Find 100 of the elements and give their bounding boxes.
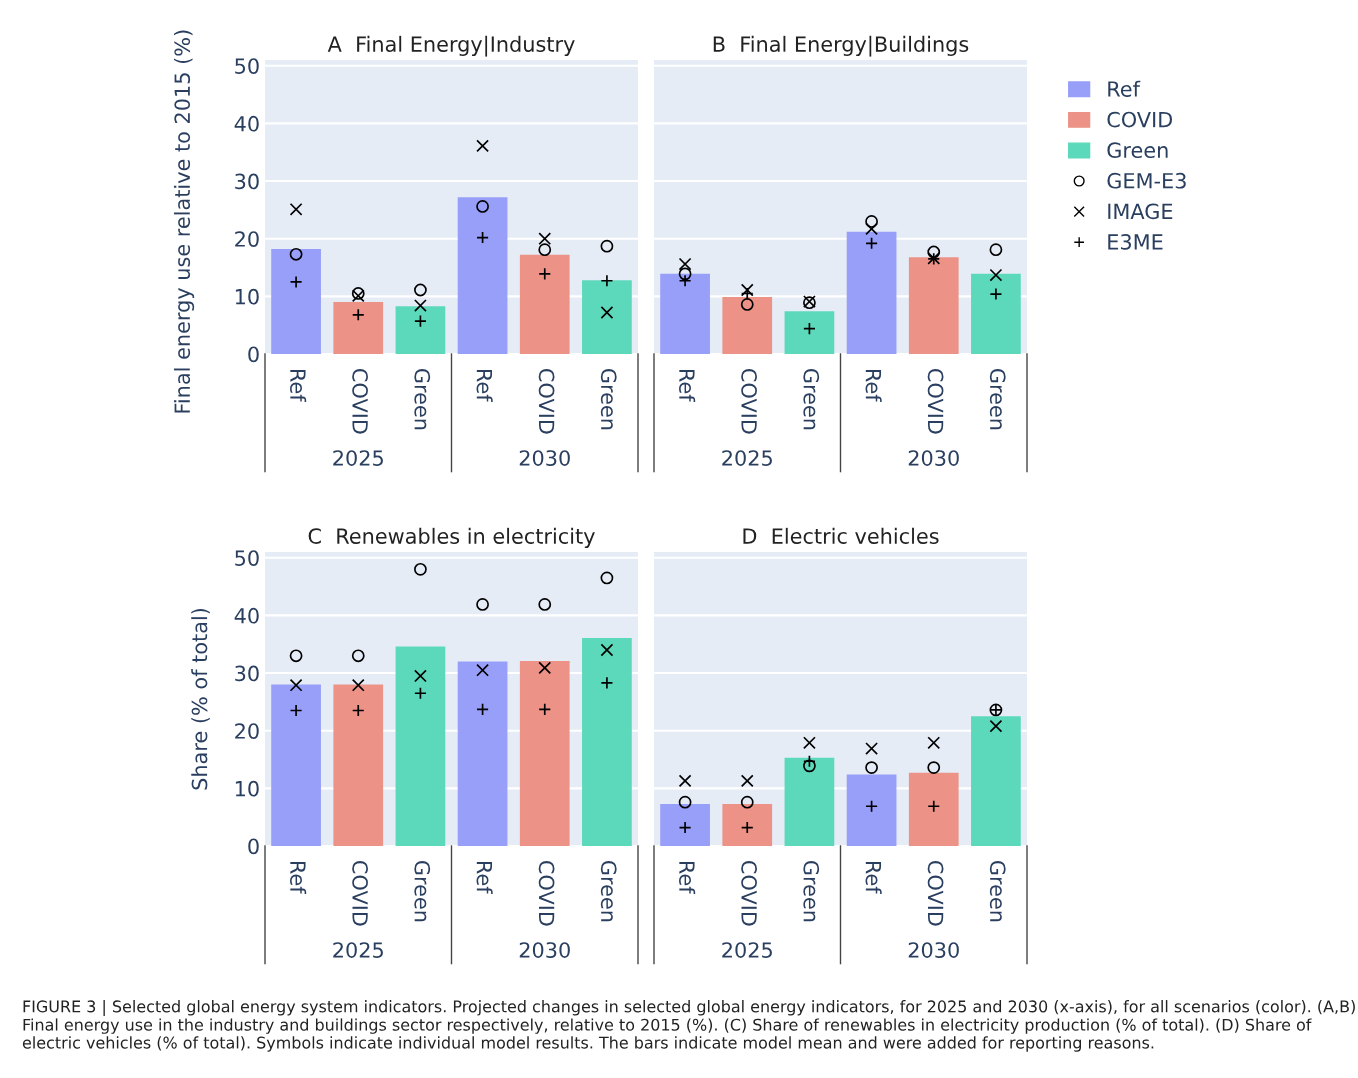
point bbox=[989, 719, 1003, 733]
x-tick-label: Green bbox=[803, 861, 820, 922]
x-tick-label: COVID bbox=[538, 861, 555, 926]
bar bbox=[722, 296, 773, 354]
point bbox=[989, 268, 1003, 282]
point bbox=[289, 649, 303, 663]
x-tick-label: Green bbox=[600, 861, 617, 922]
y-tick-label: 50 bbox=[235, 58, 259, 74]
bar bbox=[582, 280, 632, 354]
legend-label: E3ME bbox=[1108, 234, 1163, 250]
point bbox=[538, 661, 552, 675]
bar bbox=[457, 197, 508, 354]
y-tick-label: 40 bbox=[234, 115, 259, 132]
text: 2030 bbox=[908, 942, 959, 958]
chart-title: B Final Energy|Buildings bbox=[713, 35, 969, 57]
point bbox=[289, 202, 303, 216]
point bbox=[865, 799, 878, 813]
point bbox=[476, 231, 489, 244]
x-tick-label: Ref bbox=[290, 861, 307, 894]
bar bbox=[395, 306, 446, 354]
y-tick-label: 20 bbox=[235, 231, 259, 247]
x-tick-label: COVID bbox=[352, 861, 368, 926]
x-tick-label: Ref bbox=[679, 861, 696, 894]
point bbox=[803, 759, 816, 773]
y-tick-label: 0 bbox=[248, 346, 259, 363]
x-tick-label: Ref bbox=[476, 369, 493, 402]
y-axis-title: Share (% of total) bbox=[191, 608, 210, 790]
point bbox=[351, 678, 365, 692]
point bbox=[476, 139, 489, 153]
point bbox=[476, 598, 489, 611]
x-tick-label: COVID bbox=[352, 369, 368, 434]
y-tick-label: 40 bbox=[234, 607, 259, 624]
bar bbox=[908, 772, 959, 846]
point bbox=[678, 257, 692, 271]
point bbox=[414, 562, 427, 576]
chart-title: D Electric vehicles bbox=[743, 527, 939, 544]
bar bbox=[519, 660, 570, 846]
bar bbox=[971, 716, 1021, 846]
text: 2030 bbox=[519, 450, 570, 466]
point bbox=[865, 742, 878, 755]
x-tick-label: Ref bbox=[865, 861, 882, 894]
point bbox=[351, 704, 365, 717]
x-tick-label: Green bbox=[414, 369, 431, 430]
legend-label: GEM-E3 bbox=[1107, 172, 1186, 189]
point bbox=[476, 702, 489, 716]
y-axis-title: Final energy use relative to 2015 (%) bbox=[173, 30, 195, 413]
bar bbox=[333, 302, 384, 354]
bar bbox=[395, 646, 446, 846]
text: 2025 bbox=[722, 942, 772, 958]
point bbox=[289, 678, 303, 692]
text: 2025 bbox=[722, 450, 772, 466]
x-tick-label: Green bbox=[989, 861, 1006, 922]
bar bbox=[846, 774, 897, 846]
point bbox=[740, 298, 754, 311]
bar bbox=[271, 249, 321, 354]
legend-label: IMAGE bbox=[1108, 203, 1173, 220]
point bbox=[803, 736, 816, 750]
y-tick-label: 20 bbox=[235, 723, 259, 739]
text: 2025 bbox=[333, 450, 383, 466]
x-tick-label: Green bbox=[989, 369, 1006, 430]
text: 2030 bbox=[908, 450, 959, 466]
point bbox=[289, 247, 303, 261]
caption: FIGURE 3 | Selected global energy system indicators. Projected changes in selected global energy indicators, for 2025 and 2030 (x-axis), for all scenarios (color). (A,B) Final energy use in the industry and buildings sector respectively, relative to 2015 (%). (C) Share of renewables in electricity production (% of total). (D) Share of electric vehicles (% of total). Symbols indicate individual model results. The bars indicate model mean and were added for reporting reasons. bbox=[22, 1000, 1355, 1052]
bar bbox=[271, 684, 321, 846]
x-tick-label: COVID bbox=[741, 861, 757, 926]
point bbox=[600, 239, 614, 253]
point bbox=[740, 283, 754, 297]
bar bbox=[846, 231, 897, 354]
point bbox=[865, 215, 878, 228]
point bbox=[865, 222, 878, 236]
point bbox=[740, 795, 754, 809]
x-tick-label: COVID bbox=[741, 369, 757, 434]
chart-title: A Final Energy|Industry bbox=[327, 35, 575, 57]
point bbox=[476, 663, 489, 677]
y-tick-label: 50 bbox=[235, 550, 259, 566]
point bbox=[600, 306, 614, 319]
bar bbox=[660, 273, 710, 354]
chart-title: C Renewables in electricity bbox=[308, 527, 595, 548]
bar bbox=[333, 684, 384, 846]
legend-label: Ref bbox=[1108, 80, 1141, 97]
point bbox=[989, 243, 1003, 257]
point bbox=[538, 243, 552, 257]
point bbox=[865, 236, 878, 250]
y-tick-label: 0 bbox=[248, 838, 259, 855]
point bbox=[538, 267, 552, 281]
point bbox=[927, 761, 941, 774]
y-tick-label: 30 bbox=[235, 665, 259, 682]
bar bbox=[971, 273, 1021, 354]
text: 2025 bbox=[333, 942, 383, 958]
point bbox=[865, 761, 878, 774]
point bbox=[414, 669, 427, 683]
point bbox=[538, 232, 552, 246]
bar bbox=[582, 637, 632, 846]
legend-label: COVID bbox=[1107, 111, 1173, 128]
x-tick-label: COVID bbox=[927, 861, 944, 926]
x-tick-label: Green bbox=[414, 861, 431, 922]
point bbox=[600, 643, 614, 657]
point bbox=[600, 571, 614, 585]
legend-label: Green bbox=[1107, 142, 1168, 159]
text: 2030 bbox=[519, 942, 570, 958]
